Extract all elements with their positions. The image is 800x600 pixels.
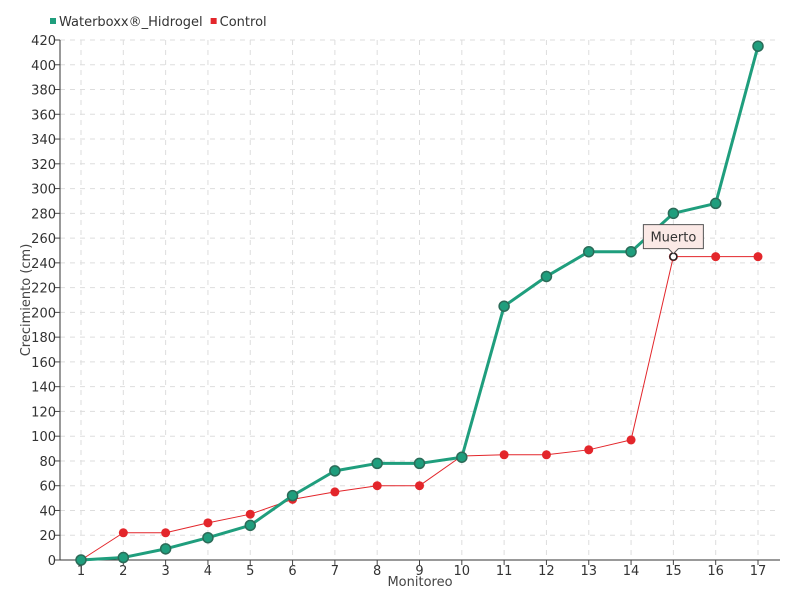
- y-tick-label: 240: [31, 257, 56, 272]
- y-tick-label: 200: [31, 306, 56, 321]
- data-point[interactable]: [202, 531, 214, 544]
- x-tick-label: 2: [119, 564, 127, 579]
- data-point[interactable]: [499, 450, 509, 460]
- x-tick-label: 8: [373, 564, 381, 579]
- y-axis-title: Crecimiento (cm): [19, 244, 34, 357]
- data-point[interactable]: [626, 435, 636, 445]
- x-tick-label: 9: [415, 564, 423, 579]
- data-point[interactable]: [711, 252, 721, 262]
- data-point[interactable]: [371, 457, 383, 470]
- x-tick-label: 5: [246, 564, 254, 579]
- data-point[interactable]: [667, 207, 680, 220]
- data-point[interactable]: [456, 451, 468, 463]
- data-point[interactable]: [753, 252, 763, 262]
- grid: [60, 39, 780, 560]
- y-axis-ticks: 0 20 40 60 80 100 120 140 160 180 200 220 240 260 280 3…: [31, 34, 60, 569]
- data-point[interactable]: [203, 518, 213, 528]
- y-tick-label: 400: [31, 59, 56, 74]
- y-tick-label: 260: [31, 232, 56, 247]
- y-tick-label: 140: [31, 381, 56, 396]
- tooltip-box: [642, 224, 704, 255]
- legend-item[interactable]: Waterboxx®_Hidrogel: [50, 15, 203, 30]
- data-point[interactable]: [245, 509, 255, 519]
- data-point[interactable]: [584, 445, 594, 455]
- x-tick-label: 7: [331, 564, 339, 579]
- y-tick-label: 300: [31, 183, 56, 198]
- x-tick-label: 11: [496, 564, 513, 579]
- data-point[interactable]: [244, 519, 256, 532]
- x-tick-label: 3: [161, 564, 169, 579]
- data-point[interactable]: [329, 465, 341, 477]
- data-point[interactable]: [625, 245, 637, 258]
- x-axis-ticks: 1 2 3 4 5 6 7 8 9 10 11 12 13 14 15 16 17: [77, 560, 766, 579]
- y-tick-label: 360: [31, 108, 56, 123]
- legend-swatch: [50, 18, 56, 24]
- x-axis-title: Monitoreo: [387, 575, 452, 590]
- y-tick-label: 280: [31, 207, 56, 222]
- data-point[interactable]: [118, 528, 128, 538]
- data-point[interactable]: [75, 554, 87, 566]
- x-tick-label: 14: [623, 564, 640, 579]
- y-tick-label: 60: [39, 480, 56, 495]
- x-tick-label: 6: [288, 564, 296, 579]
- data-point[interactable]: [117, 551, 130, 564]
- x-tick-label: 15: [665, 564, 682, 579]
- data-point[interactable]: [583, 245, 595, 258]
- y-tick-label: 20: [39, 529, 56, 544]
- tooltip-label: Muerto: [650, 231, 696, 246]
- y-tick-label: 340: [31, 133, 56, 148]
- data-point[interactable]: [161, 528, 171, 538]
- annotation-tooltip: Muerto: [642, 224, 704, 261]
- x-tick-label: 17: [750, 564, 767, 579]
- x-tick-label: 13: [580, 564, 597, 579]
- data-point[interactable]: [415, 481, 424, 491]
- data-point[interactable]: [540, 270, 553, 283]
- y-tick-label: 40: [39, 504, 56, 519]
- legend-item[interactable]: Control: [210, 15, 267, 30]
- x-tick-label: 10: [454, 564, 471, 579]
- data-point[interactable]: [159, 543, 172, 555]
- y-tick-label: 80: [39, 455, 56, 470]
- x-tick-label: 1: [77, 564, 85, 579]
- y-tick-label: 380: [31, 84, 56, 99]
- annotations: Muerto: [642, 224, 704, 261]
- y-tick-label: 0: [48, 554, 56, 569]
- data-point[interactable]: [541, 450, 551, 460]
- data-point[interactable]: [330, 487, 340, 497]
- data-point[interactable]: [413, 457, 426, 470]
- y-tick-label: 160: [31, 356, 56, 371]
- series-control: [76, 252, 763, 565]
- data-point[interactable]: [709, 197, 722, 210]
- legend-label: Waterboxx®_Hidrogel: [59, 15, 203, 30]
- legend[interactable]: Waterboxx®_Hidrogel Control: [50, 15, 267, 30]
- y-tick-label: 100: [31, 430, 56, 445]
- x-tick-label: 16: [707, 564, 724, 579]
- data-point[interactable]: [286, 489, 299, 502]
- data-point[interactable]: [752, 40, 764, 52]
- data-point[interactable]: [372, 481, 382, 491]
- y-tick-label: 120: [31, 405, 56, 420]
- y-tick-label: 320: [31, 158, 56, 173]
- y-tick-label: 420: [31, 34, 56, 49]
- x-tick-label: 4: [204, 564, 212, 579]
- legend-swatch: [210, 18, 217, 24]
- legend-label: Control: [220, 15, 267, 30]
- data-point[interactable]: [498, 300, 510, 312]
- y-tick-label: 180: [31, 331, 56, 346]
- x-tick-label: 12: [538, 564, 555, 579]
- y-tick-label: 220: [31, 282, 56, 297]
